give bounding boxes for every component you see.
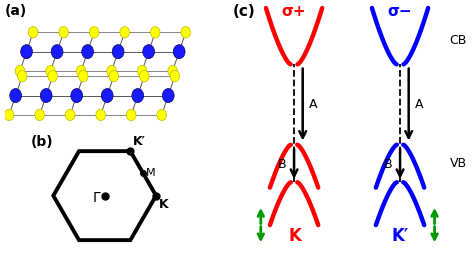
Circle shape <box>4 109 14 121</box>
Circle shape <box>35 109 45 121</box>
Text: (a): (a) <box>5 4 27 18</box>
Text: CB: CB <box>449 34 466 47</box>
Circle shape <box>157 109 166 121</box>
Circle shape <box>139 70 149 82</box>
Text: K: K <box>159 198 168 211</box>
Text: Γ: Γ <box>93 191 100 205</box>
Circle shape <box>76 65 86 77</box>
Text: K′: K′ <box>392 227 409 245</box>
Text: (c): (c) <box>232 4 255 19</box>
Circle shape <box>120 27 129 38</box>
Circle shape <box>28 27 38 38</box>
Circle shape <box>107 65 117 77</box>
Text: VB: VB <box>449 157 466 170</box>
Circle shape <box>112 45 124 59</box>
Circle shape <box>10 89 21 103</box>
Circle shape <box>89 27 99 38</box>
Circle shape <box>46 65 55 77</box>
Circle shape <box>150 27 160 38</box>
Circle shape <box>96 109 106 121</box>
Circle shape <box>163 89 174 103</box>
Circle shape <box>82 45 93 59</box>
Circle shape <box>18 70 27 82</box>
Circle shape <box>170 70 180 82</box>
Circle shape <box>71 89 82 103</box>
Circle shape <box>143 45 155 59</box>
Text: K′: K′ <box>133 136 146 148</box>
Text: K: K <box>289 227 302 245</box>
Text: M: M <box>146 168 155 178</box>
Circle shape <box>15 65 25 77</box>
Circle shape <box>137 65 147 77</box>
Circle shape <box>132 89 144 103</box>
Circle shape <box>101 89 113 103</box>
Text: A: A <box>415 98 424 111</box>
Text: A: A <box>310 98 318 111</box>
Circle shape <box>168 65 177 77</box>
Circle shape <box>109 70 118 82</box>
Text: B: B <box>384 158 392 171</box>
Circle shape <box>51 45 63 59</box>
Text: σ−: σ− <box>388 4 412 19</box>
Text: (b): (b) <box>31 135 54 149</box>
Circle shape <box>173 45 185 59</box>
Circle shape <box>78 70 88 82</box>
Circle shape <box>127 109 136 121</box>
Circle shape <box>181 27 191 38</box>
Text: σ+: σ+ <box>282 4 306 19</box>
Circle shape <box>48 70 57 82</box>
Circle shape <box>65 109 75 121</box>
Circle shape <box>21 45 32 59</box>
Circle shape <box>59 27 68 38</box>
Circle shape <box>40 89 52 103</box>
Text: B: B <box>278 158 287 171</box>
